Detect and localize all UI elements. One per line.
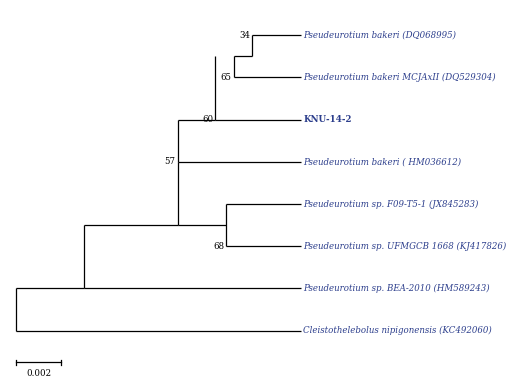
Text: KNU-14-2: KNU-14-2 [303,115,351,124]
Text: 60: 60 [202,115,213,124]
Text: 68: 68 [213,242,224,251]
Text: 34: 34 [240,31,251,40]
Text: Pseudeurotium sp. F09-T5-1 (JX845283): Pseudeurotium sp. F09-T5-1 (JX845283) [303,200,479,209]
Text: Pseudeurotium sp. BEA-2010 (HM589243): Pseudeurotium sp. BEA-2010 (HM589243) [303,284,490,293]
Text: Pseudeurotium bakeri ( HM036612): Pseudeurotium bakeri ( HM036612) [303,157,461,166]
Text: Pseudeurotium bakeri (DQ068995): Pseudeurotium bakeri (DQ068995) [303,31,456,40]
Text: 65: 65 [221,73,232,82]
Text: Cleistothelebolus nipigonensis (KC492060): Cleistothelebolus nipigonensis (KC492060… [303,326,492,335]
Text: 0.002: 0.002 [26,369,51,378]
Text: 57: 57 [165,157,175,166]
Text: Pseudeurotium sp. UFMGCB 1668 (KJ417826): Pseudeurotium sp. UFMGCB 1668 (KJ417826) [303,242,507,251]
Text: Pseudeurotium bakeri MCJAxII (DQ529304): Pseudeurotium bakeri MCJAxII (DQ529304) [303,73,496,82]
